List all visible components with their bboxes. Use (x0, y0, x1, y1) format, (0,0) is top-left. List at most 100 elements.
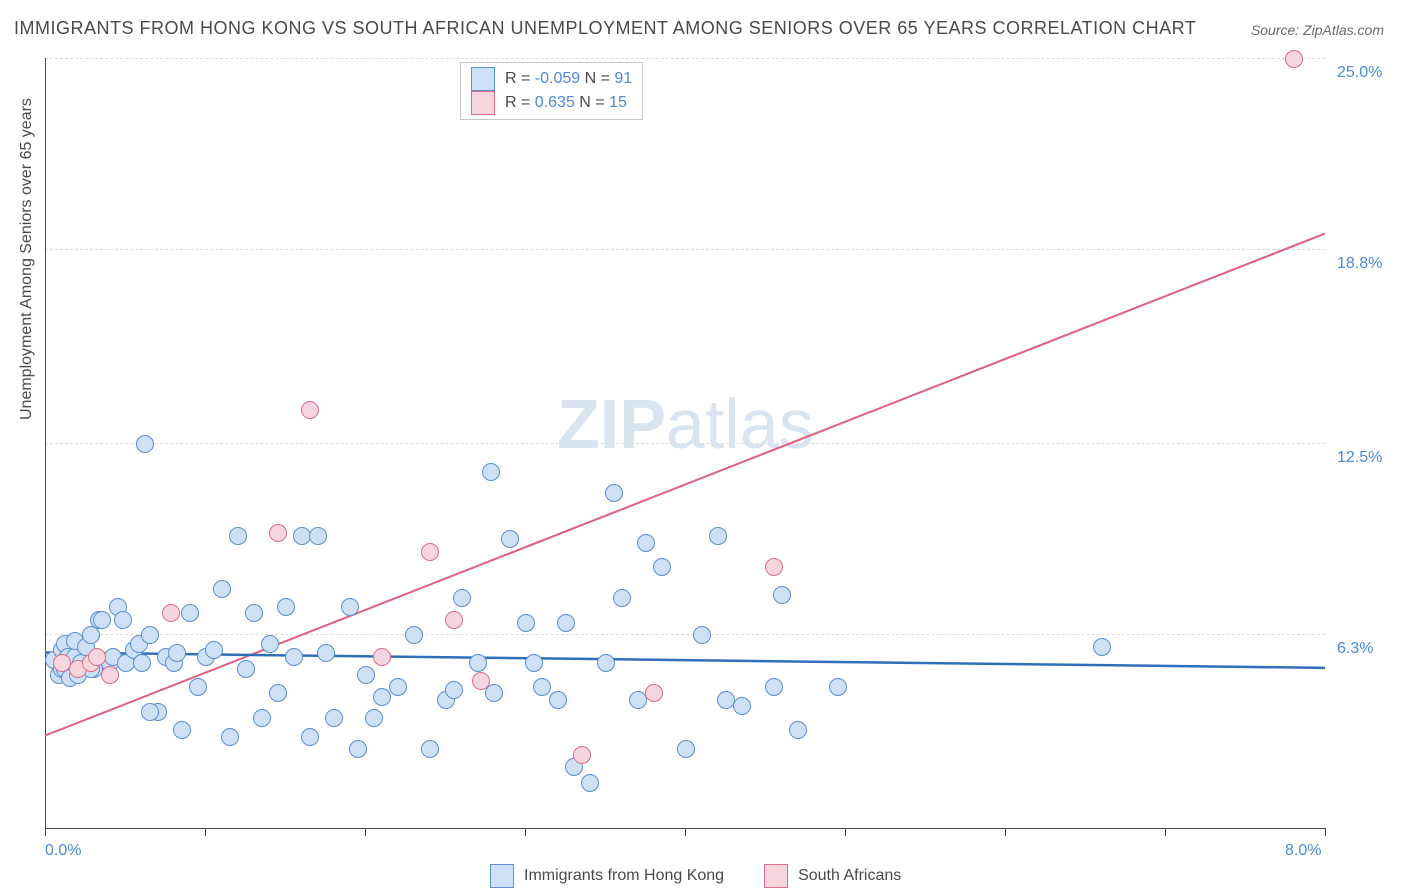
hk-point (357, 666, 375, 684)
hk-point (445, 681, 463, 699)
hk-point (613, 589, 631, 607)
x-tick-label: 0.0% (45, 842, 81, 860)
y-tick-label: 25.0% (1337, 64, 1382, 82)
hk-point (773, 586, 791, 604)
hk-point (482, 463, 500, 481)
hk-point (245, 604, 263, 622)
hk-point (637, 534, 655, 552)
hk-point (581, 774, 599, 792)
sa-point (645, 684, 663, 702)
source-label: Source: ZipAtlas.com (1251, 22, 1384, 38)
hk-point (765, 678, 783, 696)
hk-point (213, 580, 231, 598)
sa-point (373, 648, 391, 666)
sa-point (88, 648, 106, 666)
x-tick (525, 828, 526, 836)
sa-point (162, 604, 180, 622)
hk-point (189, 678, 207, 696)
hk-point (269, 684, 287, 702)
x-tick (1005, 828, 1006, 836)
x-tick (365, 828, 366, 836)
hk-point (325, 709, 343, 727)
y-tick-label: 12.5% (1337, 449, 1382, 467)
hk-point (229, 527, 247, 545)
series-legend: Immigrants from Hong Kong South Africans (490, 864, 931, 888)
hk-point (136, 435, 154, 453)
x-tick (1325, 828, 1326, 836)
hk-point (709, 527, 727, 545)
sa-legend-swatch (764, 864, 788, 888)
x-tick (205, 828, 206, 836)
sa-point (101, 666, 119, 684)
hk-point (93, 611, 111, 629)
stats-text: R = -0.059 N = 91 (505, 70, 632, 88)
hk-swatch (471, 67, 495, 91)
hk-point (677, 740, 695, 758)
x-tick (685, 828, 686, 836)
hk-point (789, 721, 807, 739)
hk-point (557, 614, 575, 632)
sa-swatch (471, 91, 495, 115)
stats-legend: R = -0.059 N = 91 R = 0.635 N = 15 (460, 62, 643, 120)
hk-point (141, 626, 159, 644)
hk-point (389, 678, 407, 696)
hk-point (237, 660, 255, 678)
hk-point (341, 598, 359, 616)
stats-legend-row: R = 0.635 N = 15 (471, 91, 632, 115)
hk-point (309, 527, 327, 545)
sa-point (269, 524, 287, 542)
hk-point (533, 678, 551, 696)
hk-point (253, 709, 271, 727)
chart-title: IMMIGRANTS FROM HONG KONG VS SOUTH AFRIC… (14, 18, 1196, 39)
hk-point (261, 635, 279, 653)
hk-point (1093, 638, 1111, 656)
hk-point (168, 644, 186, 662)
hk-point (597, 654, 615, 672)
hk-point (421, 740, 439, 758)
hk-point (365, 709, 383, 727)
hk-point (453, 589, 471, 607)
hk-point (317, 644, 335, 662)
hk-point (277, 598, 295, 616)
sa-legend-label: South Africans (798, 867, 901, 885)
hk-point (405, 626, 423, 644)
plot-area: 6.3%12.5%18.8%25.0%0.0%8.0%ZIPatlas (45, 58, 1325, 828)
hk-point (501, 530, 519, 548)
x-tick (45, 828, 46, 836)
sa-point (421, 543, 439, 561)
hk-point (114, 611, 132, 629)
hk-point (285, 648, 303, 666)
sa-point (472, 672, 490, 690)
hk-point (525, 654, 543, 672)
sa-point (301, 401, 319, 419)
hk-point (205, 641, 223, 659)
hk-point (693, 626, 711, 644)
sa-point (765, 558, 783, 576)
hk-point (349, 740, 367, 758)
hk-point (373, 688, 391, 706)
x-tick (1165, 828, 1166, 836)
hk-legend-label: Immigrants from Hong Kong (524, 867, 724, 885)
y-tick-label: 6.3% (1337, 640, 1373, 658)
stats-text: R = 0.635 N = 15 (505, 94, 627, 112)
hk-point (141, 703, 159, 721)
hk-point (829, 678, 847, 696)
sa-point (1285, 50, 1303, 68)
hk-point (469, 654, 487, 672)
hk-point (653, 558, 671, 576)
y-axis-label: Unemployment Among Seniors over 65 years (18, 98, 36, 420)
hk-point (82, 626, 100, 644)
hk-legend-swatch (490, 864, 514, 888)
hk-point (173, 721, 191, 739)
hk-point (301, 728, 319, 746)
sa-point (445, 611, 463, 629)
hk-point (549, 691, 567, 709)
hk-point (733, 697, 751, 715)
y-tick-label: 18.8% (1337, 255, 1382, 273)
x-tick (845, 828, 846, 836)
stats-legend-row: R = -0.059 N = 91 (471, 67, 632, 91)
hk-point (133, 654, 151, 672)
trend-lines (45, 58, 1325, 828)
hk-point (605, 484, 623, 502)
hk-point (221, 728, 239, 746)
